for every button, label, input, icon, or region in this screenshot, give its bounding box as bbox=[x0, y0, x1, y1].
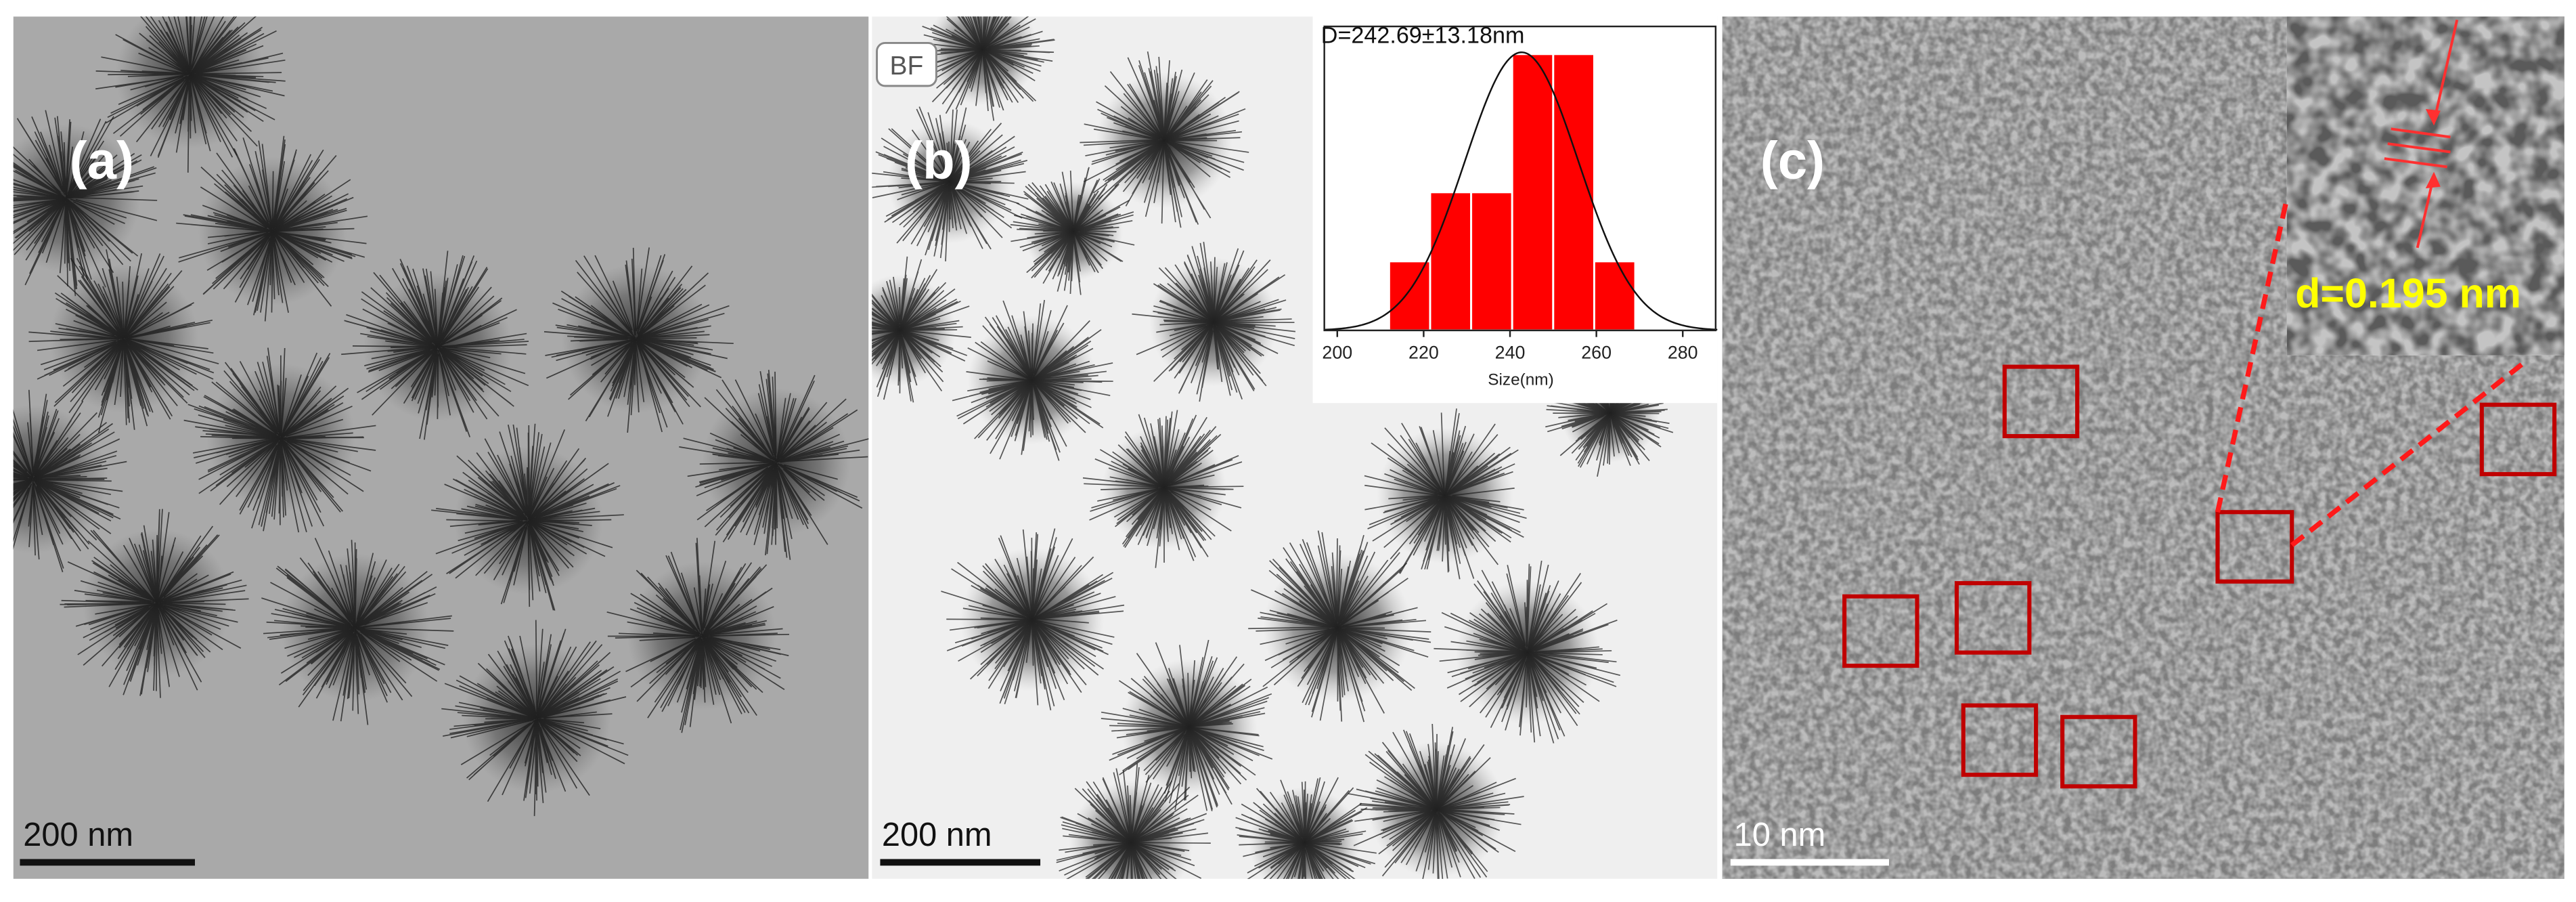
particle-spikes bbox=[1248, 530, 1431, 723]
particle-spikes bbox=[872, 106, 1029, 261]
panel-label: (c) bbox=[1760, 130, 1825, 190]
particle-spikes bbox=[441, 620, 629, 817]
scale-bar bbox=[1730, 859, 1889, 866]
particle-spikes bbox=[431, 423, 624, 611]
inset-texture bbox=[2286, 16, 2564, 356]
particle-spikes bbox=[872, 256, 971, 403]
particle-spikes bbox=[952, 299, 1113, 461]
particle-core bbox=[49, 264, 198, 413]
particle-spikes bbox=[606, 538, 790, 733]
zoom-lines bbox=[2215, 197, 2525, 547]
fringe-line bbox=[2391, 127, 2451, 139]
fringe-line bbox=[2384, 157, 2447, 169]
particle-spikes bbox=[1434, 560, 1621, 744]
x-tick-label: 240 bbox=[1495, 342, 1526, 362]
particle-spikes bbox=[914, 16, 1055, 121]
particle-spikes bbox=[1348, 723, 1524, 879]
x-tick-label: 260 bbox=[1581, 342, 1612, 362]
region-box bbox=[1842, 594, 1919, 668]
particle-spikes bbox=[1132, 242, 1296, 402]
badge-box bbox=[876, 41, 937, 87]
scale-bar-label: 200 nm bbox=[23, 817, 133, 853]
region-box bbox=[1961, 703, 2039, 777]
scale-bar bbox=[880, 859, 1041, 866]
particle-spikes bbox=[1101, 639, 1273, 812]
particle-spikes bbox=[1364, 408, 1527, 580]
arrow bbox=[2433, 19, 2459, 123]
particle-spikes bbox=[261, 538, 454, 725]
particle-core bbox=[1096, 72, 1233, 209]
d-spacing: d=0.195 nm bbox=[2295, 270, 2521, 316]
bar bbox=[1429, 191, 1473, 332]
particle-spikes bbox=[543, 247, 734, 433]
particle-spikes bbox=[60, 509, 249, 698]
particle-spikes bbox=[1082, 410, 1244, 568]
scale-bar-label: 200 nm bbox=[882, 817, 992, 853]
bar bbox=[1511, 53, 1555, 332]
zoom-line bbox=[2290, 361, 2525, 547]
scale-bar bbox=[20, 859, 196, 866]
regions bbox=[1842, 364, 2557, 789]
particle-spikes bbox=[941, 528, 1125, 710]
bar bbox=[1470, 191, 1513, 332]
panel-c bbox=[1722, 16, 2564, 879]
particle-spikes bbox=[13, 110, 158, 297]
particle-spikes bbox=[1056, 763, 1211, 879]
region-box bbox=[2002, 364, 2080, 439]
region-box bbox=[2479, 402, 2557, 477]
particle-spikes bbox=[341, 251, 529, 440]
bar bbox=[1387, 260, 1431, 332]
scale-bar-label: 10 nm bbox=[1734, 817, 1826, 853]
particles bbox=[13, 16, 869, 817]
x-tick-label: 200 bbox=[1322, 342, 1352, 362]
region-box bbox=[2060, 714, 2137, 789]
badge: BF bbox=[890, 51, 924, 81]
x-tick-label: 220 bbox=[1408, 342, 1439, 362]
axes-frame bbox=[1323, 25, 1717, 332]
fit-curve bbox=[1324, 51, 1718, 331]
particle-core bbox=[206, 363, 355, 513]
particle-spikes bbox=[1010, 167, 1135, 295]
particle-spikes bbox=[28, 249, 219, 433]
particle-spikes bbox=[183, 347, 376, 533]
region-box bbox=[1954, 581, 2032, 655]
particles bbox=[872, 16, 1674, 879]
panel-label: (a) bbox=[70, 130, 134, 190]
x-axis-label: Size(nm) bbox=[1488, 370, 1554, 389]
particle-spikes bbox=[1080, 51, 1249, 228]
histogram: 200 220 240 260 280 Size(nm) D=242.69±13.18nm bbox=[1321, 22, 1718, 389]
particle-spikes bbox=[1235, 777, 1377, 879]
particle-spikes bbox=[13, 389, 127, 573]
fringe-line bbox=[2387, 142, 2451, 154]
x-tick-label: 280 bbox=[1668, 342, 1698, 362]
particle-spikes bbox=[176, 135, 368, 322]
chart-title: D=242.69±13.18nm bbox=[1321, 22, 1525, 48]
bar bbox=[1552, 53, 1595, 332]
bar bbox=[1593, 260, 1637, 332]
panel-a bbox=[13, 16, 869, 879]
particle-spikes bbox=[679, 370, 869, 560]
particle-spikes bbox=[95, 16, 286, 173]
region-box bbox=[2215, 510, 2294, 584]
zoom-line bbox=[2215, 197, 2290, 513]
panel-label: (b) bbox=[905, 130, 973, 190]
